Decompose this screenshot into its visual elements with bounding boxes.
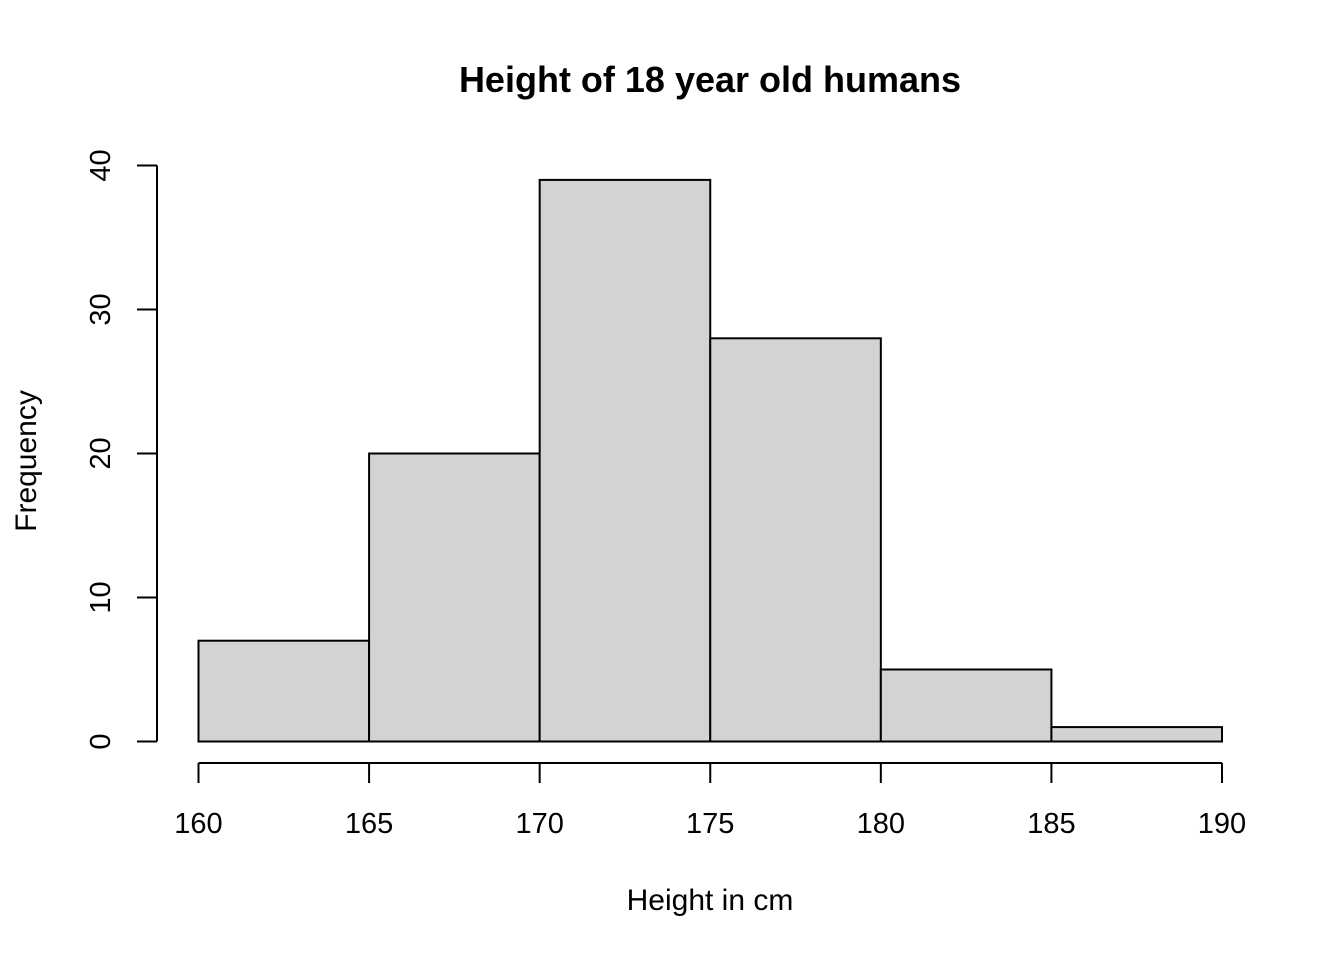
y-tick-label: 10 bbox=[85, 581, 117, 613]
y-axis: 0 10 20 30 40 bbox=[85, 149, 158, 750]
histogram-bar bbox=[197, 639, 371, 743]
y-tick-label: 40 bbox=[85, 149, 117, 181]
x-axis-label: Height in cm bbox=[627, 884, 794, 917]
y-tick-label: 30 bbox=[85, 293, 117, 325]
histogram-bar bbox=[879, 668, 1053, 743]
x-tick-label: 190 bbox=[1198, 808, 1246, 840]
y-tick-label: 0 bbox=[85, 733, 117, 749]
x-tick-label: 180 bbox=[857, 808, 905, 840]
x-axis: 160 165 170 175 180 185 190 bbox=[174, 762, 1246, 840]
x-tick-label: 175 bbox=[686, 808, 734, 840]
y-tick-label: 20 bbox=[85, 437, 117, 469]
x-tick-label: 170 bbox=[515, 808, 563, 840]
chart-title: Height of 18 year old humans bbox=[459, 59, 961, 100]
histogram-bar bbox=[368, 452, 541, 743]
histogram-bar bbox=[1050, 726, 1223, 743]
histogram-bar bbox=[538, 178, 712, 743]
y-axis-label: Frequency bbox=[10, 390, 43, 532]
histogram-bar bbox=[709, 337, 882, 743]
x-tick-label: 165 bbox=[345, 808, 393, 840]
x-tick-label: 185 bbox=[1027, 808, 1075, 840]
bars-group bbox=[197, 178, 1223, 743]
x-tick-label: 160 bbox=[174, 808, 222, 840]
